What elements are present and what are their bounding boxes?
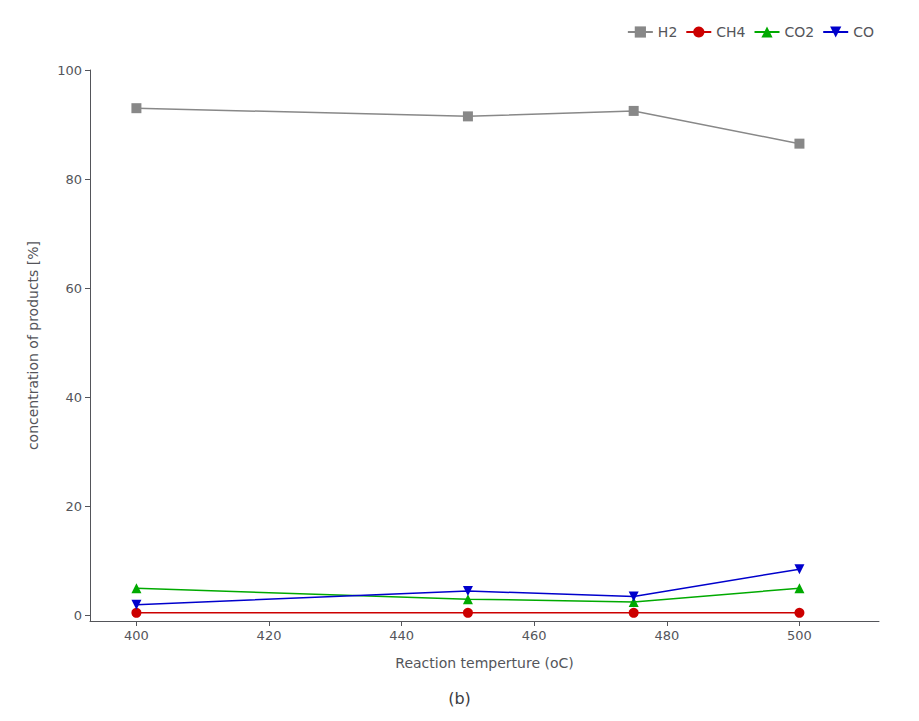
svg-text:Reaction temperture (oC): Reaction temperture (oC) [395,655,573,671]
svg-text:80: 80 [65,172,82,187]
svg-text:CO: CO [853,24,874,40]
svg-text:420: 420 [257,628,282,643]
svg-text:400: 400 [124,628,149,643]
svg-text:100: 100 [57,63,82,78]
svg-text:(b): (b) [448,689,471,708]
svg-text:0: 0 [74,608,82,623]
svg-text:480: 480 [654,628,679,643]
svg-text:CH4: CH4 [716,24,745,40]
svg-text:500: 500 [787,628,812,643]
svg-text:CO2: CO2 [785,24,815,40]
svg-text:460: 460 [522,628,547,643]
svg-text:H2: H2 [658,24,677,40]
svg-text:20: 20 [65,499,82,514]
svg-text:concentration of products [%]: concentration of products [%] [25,241,41,450]
svg-text:60: 60 [65,281,82,296]
svg-text:440: 440 [389,628,414,643]
svg-text:40: 40 [65,390,82,405]
